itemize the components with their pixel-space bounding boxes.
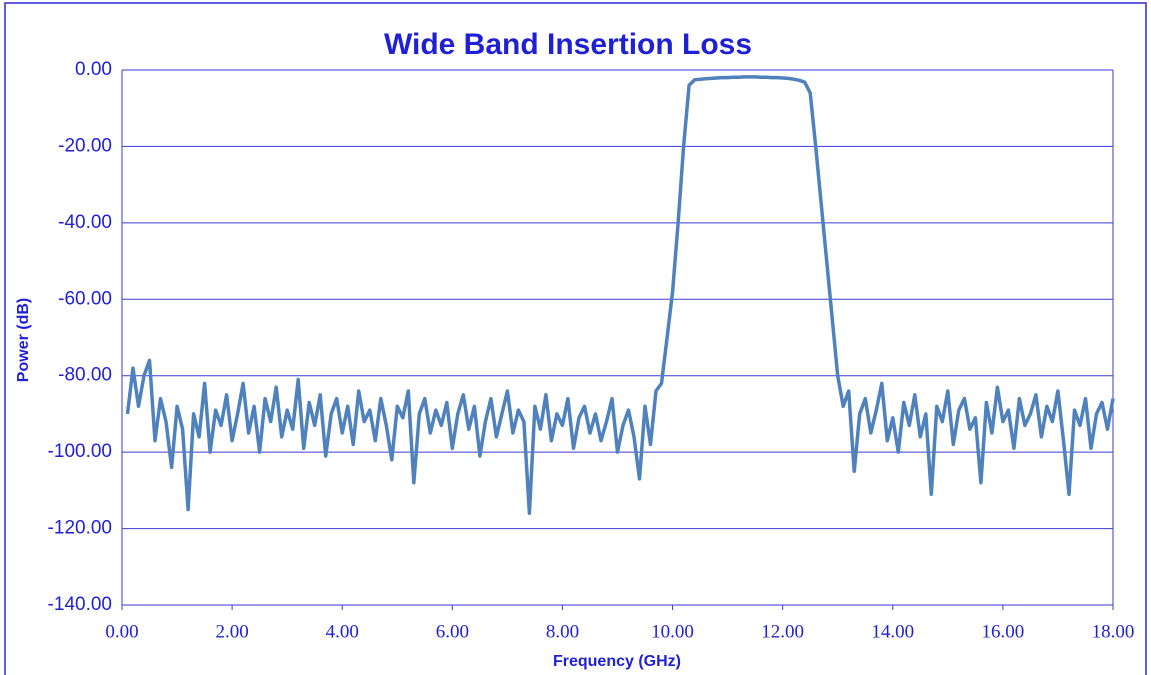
y-axis-label: Power (dB)	[15, 298, 32, 382]
y-tick-label: -20.00	[58, 135, 112, 156]
y-tick-label: 0.00	[75, 59, 112, 80]
x-tick-label: 14.00	[871, 621, 914, 642]
x-axis-label: Frequency (GHz)	[553, 653, 681, 670]
x-tick-label: 8.00	[546, 621, 579, 642]
x-tick-label: 12.00	[761, 621, 804, 642]
x-tick-label: 6.00	[436, 621, 469, 642]
y-tick-label: -140.00	[48, 594, 112, 615]
data-line	[125, 75, 1115, 516]
y-tick-label: -60.00	[58, 288, 112, 309]
y-tick-label: -120.00	[48, 518, 112, 539]
chart-title: Wide Band Insertion Loss	[384, 28, 752, 61]
x-tick-label: 4.00	[326, 621, 359, 642]
x-tick-label: 0.00	[105, 621, 138, 642]
x-tick-label: 18.00	[1092, 621, 1135, 642]
x-tick-label: 2.00	[215, 621, 248, 642]
x-tick-label: 16.00	[982, 621, 1025, 642]
y-tick-label: -40.00	[58, 212, 112, 233]
y-tick-label: -80.00	[58, 365, 112, 386]
x-tick-label: 10.00	[651, 621, 694, 642]
chart-frame	[4, 2, 1147, 675]
y-tick-label: -100.00	[48, 441, 112, 462]
